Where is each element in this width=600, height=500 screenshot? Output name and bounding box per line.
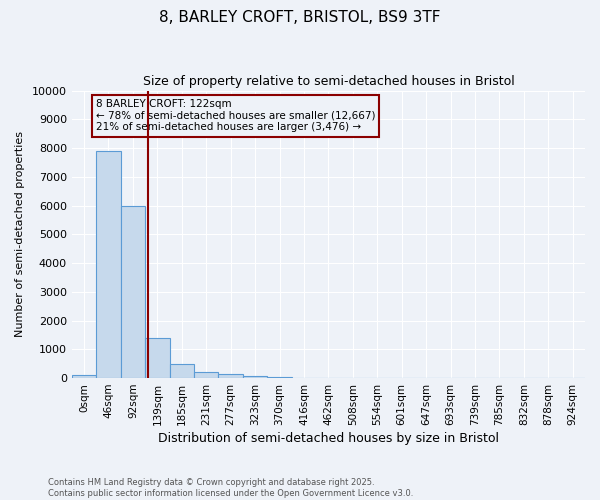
Text: 8, BARLEY CROFT, BRISTOL, BS9 3TF: 8, BARLEY CROFT, BRISTOL, BS9 3TF [159, 10, 441, 25]
Y-axis label: Number of semi-detached properties: Number of semi-detached properties [15, 132, 25, 338]
Title: Size of property relative to semi-detached houses in Bristol: Size of property relative to semi-detach… [143, 75, 514, 88]
Bar [170, 364, 194, 378]
Text: 8 BARLEY CROFT: 122sqm
← 78% of semi-detached houses are smaller (12,667)
21% of: 8 BARLEY CROFT: 122sqm ← 78% of semi-det… [96, 99, 375, 132]
Bar [243, 376, 268, 378]
Bar [268, 376, 292, 378]
Bar [145, 338, 170, 378]
Text: Contains HM Land Registry data © Crown copyright and database right 2025.
Contai: Contains HM Land Registry data © Crown c… [48, 478, 413, 498]
Bar [96, 151, 121, 378]
Bar [72, 375, 96, 378]
X-axis label: Distribution of semi-detached houses by size in Bristol: Distribution of semi-detached houses by … [158, 432, 499, 445]
Bar [218, 374, 243, 378]
Bar [121, 206, 145, 378]
Bar [194, 372, 218, 378]
